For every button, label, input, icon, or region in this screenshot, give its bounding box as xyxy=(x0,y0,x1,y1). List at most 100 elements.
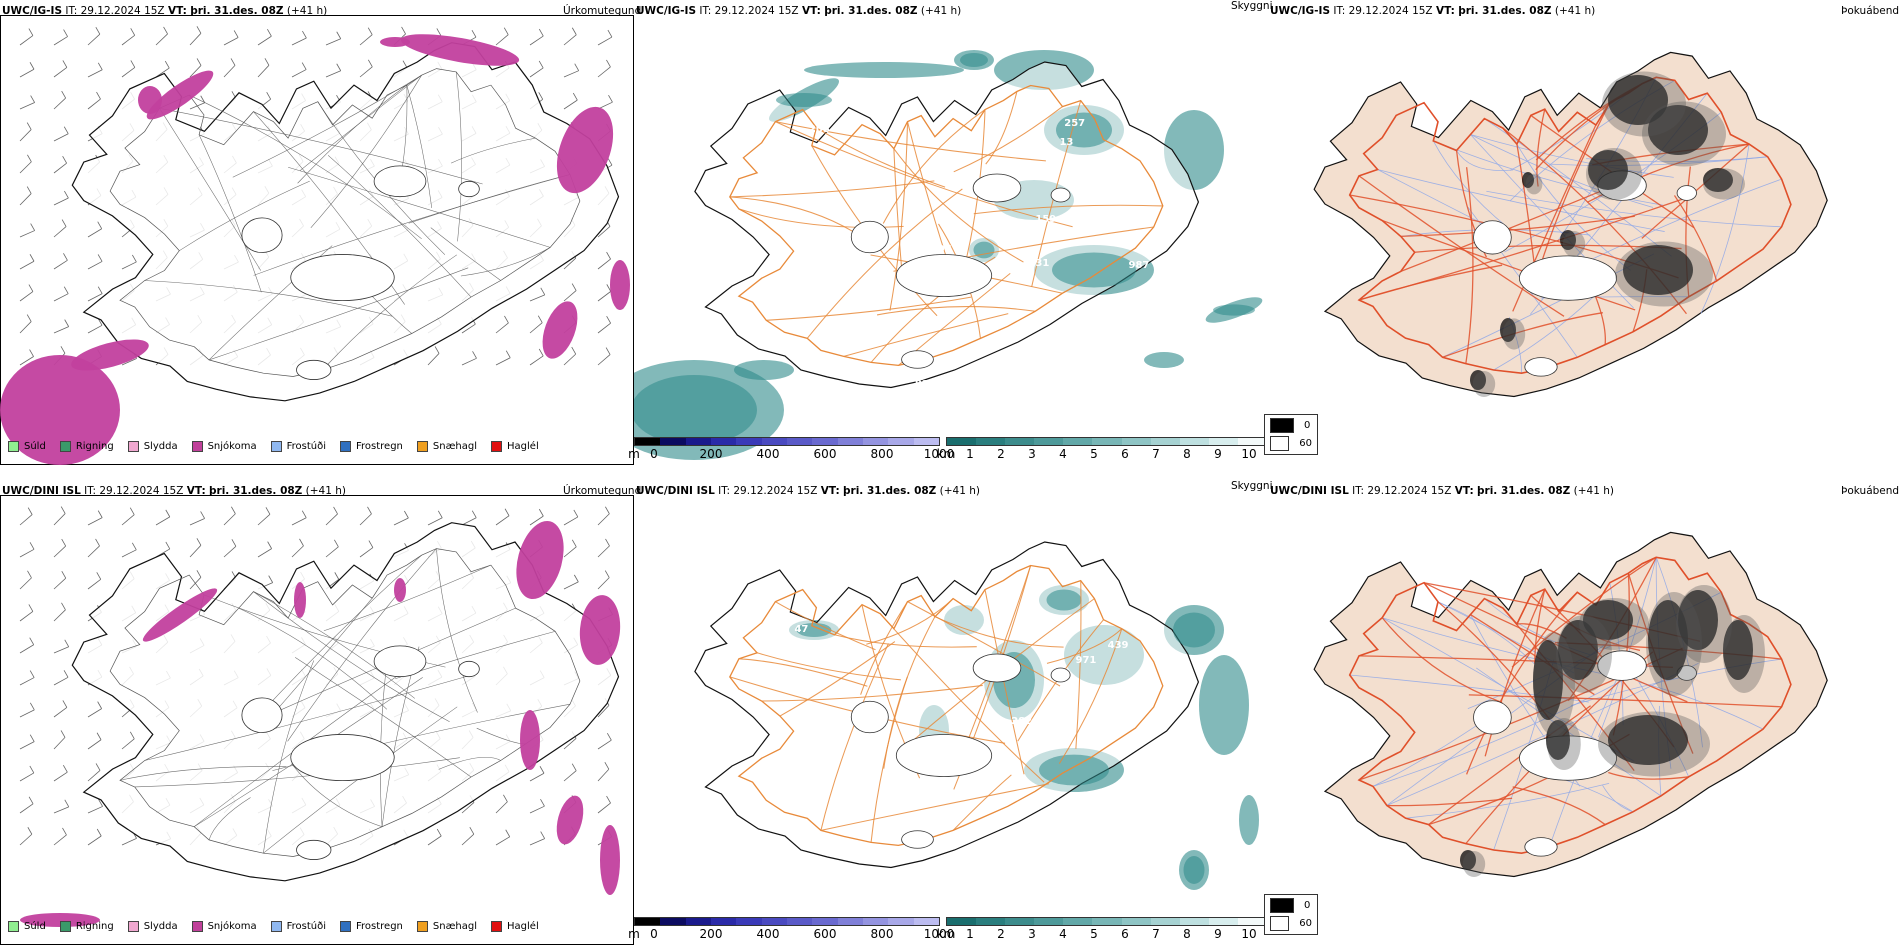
fog-area xyxy=(1678,590,1718,650)
road-segment xyxy=(756,652,901,681)
road-segment xyxy=(761,684,983,702)
glacier-outline xyxy=(1050,667,1071,683)
wind-barb xyxy=(597,226,611,238)
wind-barb xyxy=(61,219,67,227)
wind-barb xyxy=(63,126,69,134)
wind-barb xyxy=(291,517,307,526)
cloud-base-label: 971 xyxy=(1076,655,1097,666)
road-segment xyxy=(1377,169,1665,232)
cloud-base-label: 47 xyxy=(794,624,808,635)
wind-barb xyxy=(53,36,68,46)
wind-barb xyxy=(529,772,545,782)
snow-area xyxy=(556,106,614,194)
low-visibility-area xyxy=(1039,754,1109,786)
wind-barb xyxy=(53,545,66,558)
wind-barb xyxy=(87,293,103,302)
wind-barb xyxy=(19,230,35,238)
wind-barb xyxy=(538,348,544,357)
road-segment xyxy=(438,757,501,770)
cloud-base-label: 159 xyxy=(1035,214,1056,225)
visibility-colorbar: km 1 2 3 4 5 6 7 8 9 10 xyxy=(937,437,1268,461)
fog-area xyxy=(1608,715,1688,765)
wind-barb xyxy=(196,570,202,578)
wind-barb xyxy=(19,356,34,366)
wind-barb xyxy=(461,357,477,366)
cloud-base-label: 13 xyxy=(1059,137,1073,148)
road-segment xyxy=(882,109,986,224)
road-segment xyxy=(1432,140,1508,228)
wind-barb xyxy=(53,646,69,654)
wind-barb xyxy=(97,701,102,709)
colorbar-strip xyxy=(634,917,940,926)
wind-barb xyxy=(223,37,239,46)
wind-barb xyxy=(87,69,103,78)
wind-barb xyxy=(302,30,307,39)
legend-label: Snæhagl xyxy=(432,441,478,452)
wind-barb xyxy=(505,350,511,358)
road-segment xyxy=(253,174,571,276)
wind-barb xyxy=(434,346,440,354)
legend-label: Frostúði xyxy=(286,441,326,452)
cloud-base-label: 987 xyxy=(1129,260,1150,271)
wind-barb xyxy=(53,97,66,110)
wind-barb xyxy=(563,34,577,46)
wind-barb xyxy=(29,542,35,550)
wind-barb xyxy=(368,540,374,548)
wind-barb xyxy=(291,69,307,78)
road-segment xyxy=(1468,694,1782,708)
wind-barb xyxy=(53,67,68,78)
road-segment xyxy=(323,564,491,631)
road-segment xyxy=(973,204,1163,215)
legend-item: Slydda xyxy=(127,921,178,932)
wind-barb xyxy=(121,358,137,366)
fog-area xyxy=(1642,101,1726,167)
wind-barb xyxy=(540,831,546,839)
low-visibility-area xyxy=(804,62,964,78)
wind-barb xyxy=(87,228,102,238)
road-segment xyxy=(238,607,388,710)
road-segment xyxy=(806,188,963,339)
wind-barb xyxy=(97,221,103,229)
road-segment xyxy=(119,766,287,781)
wind-barb xyxy=(495,515,510,526)
road-segment xyxy=(729,180,935,198)
wind-barb xyxy=(607,29,613,38)
height-colorbar: m 0 200 400 600 800 1000 xyxy=(628,437,954,461)
road-segment xyxy=(1536,102,1611,277)
legend-swatch xyxy=(340,441,351,452)
snow-area xyxy=(400,34,520,66)
colorbar-tick: 0 xyxy=(650,927,658,941)
road-segment xyxy=(144,280,393,317)
snow-area xyxy=(142,588,218,642)
wind-barb xyxy=(98,799,103,807)
wind-barb xyxy=(495,836,510,846)
wind-barb xyxy=(573,509,579,518)
wind-barb xyxy=(503,794,508,802)
fog-area xyxy=(1522,172,1534,188)
wind-barb xyxy=(563,99,578,110)
fog-area xyxy=(1703,168,1733,192)
legend-item: Frostregn xyxy=(340,441,403,452)
wind-barb xyxy=(529,35,544,46)
road-segment xyxy=(1602,785,1634,813)
wind-barb xyxy=(30,223,35,231)
wind-barb xyxy=(540,287,546,296)
wind-barb xyxy=(597,545,610,558)
wind-barb xyxy=(97,254,103,262)
colorbar-tick: 3 xyxy=(1028,447,1036,461)
wind-barb xyxy=(26,122,32,130)
road-segment xyxy=(738,658,868,687)
legend-swatch xyxy=(191,441,203,452)
wind-barb xyxy=(597,291,612,302)
fog-area xyxy=(1533,640,1563,720)
road-segment xyxy=(816,127,946,188)
wind-barb xyxy=(53,226,67,238)
colorbar-tick: 10 xyxy=(1241,447,1257,461)
legend-label: Slydda xyxy=(143,441,178,452)
fog-area xyxy=(1472,371,1496,397)
road-segment xyxy=(779,641,896,717)
road-segment xyxy=(729,196,854,232)
wind-barb xyxy=(563,353,576,366)
fog-area xyxy=(1723,620,1753,680)
